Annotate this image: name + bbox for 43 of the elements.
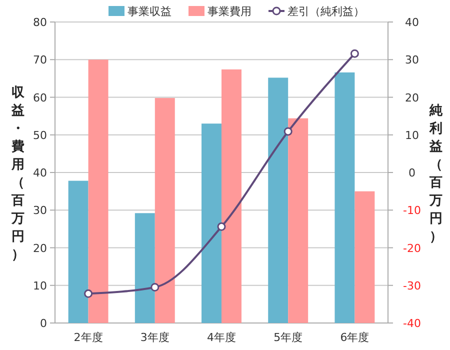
point [284, 127, 292, 136]
y-tick-label: 60 [33, 91, 47, 104]
y-tick-label: 40 [33, 166, 47, 180]
point [84, 289, 93, 298]
bar [154, 98, 175, 323]
bar [354, 191, 375, 323]
y2-tick-label: -10 [403, 204, 421, 218]
y2-tick-label: 0 [408, 166, 416, 180]
legend-label: 事業収益 [128, 5, 172, 18]
point [350, 49, 359, 58]
y2-tick-label: 40 [405, 16, 419, 29]
y2-tick-label: -20 [403, 242, 421, 255]
bar [334, 72, 355, 323]
y2-tick-label: -40 [403, 317, 421, 330]
bar [68, 180, 88, 323]
y2-tick-label: -30 [403, 279, 421, 292]
x-tick-label: 6年度 [340, 331, 370, 344]
bar [88, 60, 108, 323]
bar [222, 69, 242, 323]
y2-tick-label: 10 [405, 128, 419, 142]
y-tick-label: 70 [33, 54, 47, 67]
bar [268, 78, 288, 323]
x-tick-label: 5年度 [274, 331, 303, 344]
y2-tick-label: 30 [405, 54, 419, 67]
text: 収益・費用（百万円） [12, 86, 24, 262]
y2-tick-label: 20 [405, 91, 419, 104]
y-tick-label: 0 [40, 317, 47, 330]
x-tick-label: 4年度 [207, 331, 236, 344]
bar [202, 124, 222, 323]
y-tick-label: 80 [33, 16, 47, 29]
point [217, 222, 226, 231]
bar [288, 118, 308, 323]
y2-axis-title: 純利益（百万円） [428, 104, 444, 244]
y-tick-label: 30 [33, 204, 47, 218]
bar [134, 213, 155, 323]
legend-label: 差引（純利益） [288, 5, 364, 18]
point [150, 283, 160, 292]
legend-label: 事業費用 [208, 5, 252, 18]
y-tick-label: 50 [33, 128, 47, 142]
y-tick-label: 10 [33, 279, 47, 292]
y-tick-label: 20 [33, 242, 47, 255]
x-tick-label: 3年度 [140, 331, 170, 344]
x-tick-label: 2年度 [74, 331, 103, 344]
